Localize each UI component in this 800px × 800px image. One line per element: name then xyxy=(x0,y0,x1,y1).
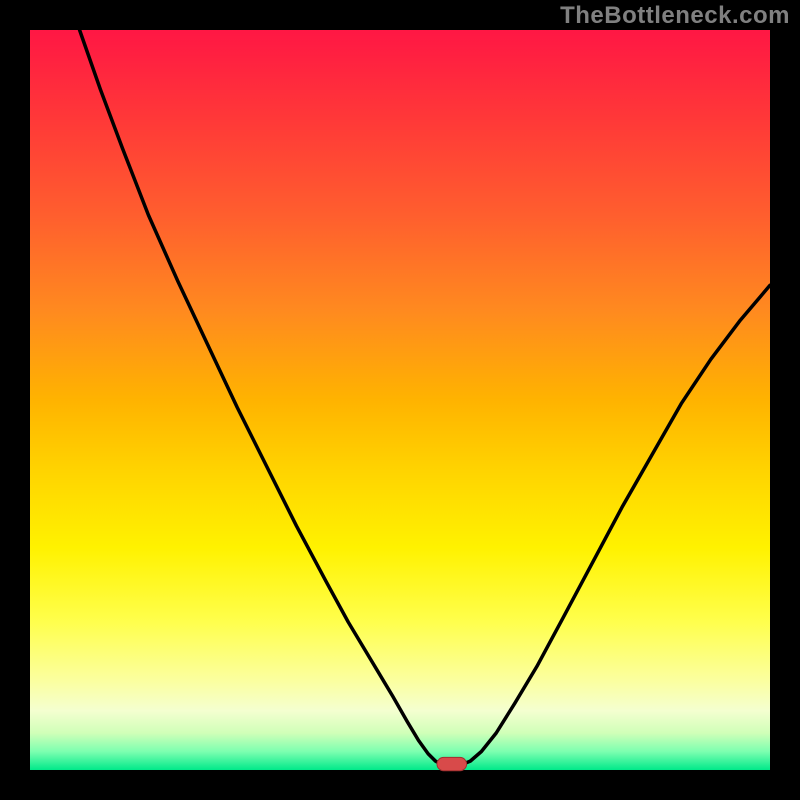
chart-container: TheBottleneck.com xyxy=(0,0,800,800)
watermark-text: TheBottleneck.com xyxy=(560,2,790,30)
marker-pill xyxy=(437,757,467,770)
bottleneck-chart xyxy=(0,0,800,800)
chart-background xyxy=(30,30,770,770)
